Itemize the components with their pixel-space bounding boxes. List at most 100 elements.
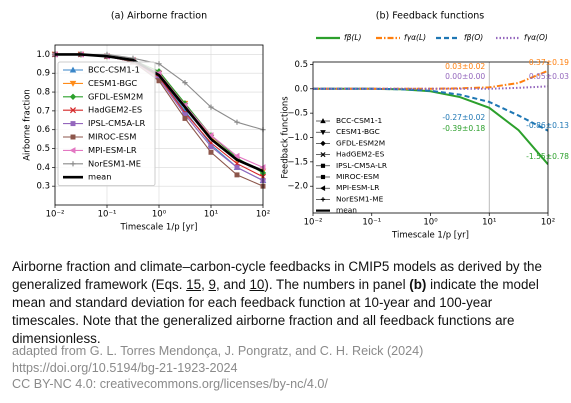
marker — [320, 185, 326, 191]
legend-label: BCC-CSM1-1 — [336, 116, 383, 125]
data-point — [208, 144, 214, 150]
x-tick-label: 10¹ — [482, 218, 496, 228]
legend-label: GFDL-ESM2M — [336, 138, 385, 147]
marker — [69, 80, 77, 87]
legend-box — [57, 61, 156, 187]
legend-label: HadGEM2-ES — [88, 105, 142, 115]
annotation: -0.86±0.13 — [526, 121, 569, 130]
x-axis-label: Timescale 1/p [yr] — [391, 231, 469, 241]
marker — [69, 66, 77, 73]
y-tick-label: 0.5 — [294, 60, 308, 70]
legend-label: mean — [88, 172, 112, 182]
y-tick-label: 0.5 — [36, 144, 50, 154]
y-tick-label: 0.8 — [36, 88, 50, 98]
x-tick-label: 10¹ — [204, 210, 218, 220]
data-point — [208, 104, 214, 110]
caption-text: indicate the model mean and standard dev… — [12, 277, 539, 346]
annotation: 0.05±0.03 — [529, 72, 569, 81]
equation-ref[interactable]: 9 — [208, 277, 216, 292]
data-point — [182, 115, 188, 121]
legend-label: IPSL-CM5A-LR — [88, 118, 146, 128]
y-tick-label: −2.0 — [287, 182, 308, 192]
caption-text: , and — [215, 277, 250, 292]
data-point — [156, 61, 162, 67]
panel-ref: (b) — [409, 277, 427, 292]
data-point — [208, 149, 214, 155]
marker — [69, 107, 77, 114]
equation-ref[interactable]: 15 — [186, 277, 202, 292]
legend-label: MPI-ESM-LR — [88, 145, 137, 155]
legend-label: MIROC-ESM — [88, 132, 136, 142]
figure: (a) Airborne fraction 0.3 0.4 0.5 0.6 0.7 0.8 0… — [23, 11, 570, 241]
legend-label: fγα(O) — [524, 33, 548, 42]
source: adapted from G. L. Torres Mendonça, J. P… — [12, 343, 423, 393]
equation-ref[interactable]: 10 — [249, 277, 265, 292]
source-line: CC BY-NC 4.0: creativecommons.org/licens… — [12, 377, 328, 391]
legend-label: CESM1-BGC — [336, 127, 380, 136]
marker — [320, 152, 326, 158]
marker — [70, 121, 76, 127]
plot-area — [313, 62, 548, 213]
x-tick-label: 10⁰ — [423, 218, 438, 228]
caption-text: ). The numbers in panel — [264, 277, 410, 292]
legend-label: MPI-ESM-LR — [336, 183, 379, 192]
x-tick-label: 10⁻² — [304, 218, 323, 228]
legend-label: fβ(L) — [344, 33, 362, 42]
y-tick-label: 1.0 — [36, 50, 50, 60]
y-axis-label: Airborne fraction — [23, 89, 33, 161]
data-point — [156, 78, 162, 84]
marker — [320, 118, 326, 124]
x-tick-label: 10² — [541, 218, 555, 228]
y-tick-label: 0.9 — [36, 69, 50, 79]
annotation: -0.39±0.18 — [442, 124, 485, 133]
marker — [320, 140, 326, 147]
legend-label: NorESM1-ME — [88, 158, 141, 168]
x-tick-label: 10⁻¹ — [362, 218, 381, 228]
x-tick-label: 10² — [256, 210, 270, 220]
legend-label: fβ(O) — [464, 33, 483, 42]
legend-label: HadGEM2-ES — [336, 150, 385, 159]
data-point — [234, 164, 240, 170]
caption: Airborne fraction and climate–carbon-cyc… — [12, 258, 560, 348]
data-point — [234, 172, 240, 178]
x-tick-label: 10⁻¹ — [98, 210, 117, 220]
marker — [69, 147, 76, 154]
data-point — [182, 80, 188, 86]
y-tick-label: −1.5 — [287, 157, 308, 167]
data-point — [233, 152, 240, 160]
marker — [69, 93, 77, 100]
annotation: 0.03±0.02 — [445, 62, 485, 71]
annotation: 0.00±0.00 — [445, 72, 485, 81]
caption-text: , — [201, 277, 209, 292]
data-point — [234, 119, 240, 125]
legend-label: fγα(L) — [404, 33, 426, 42]
y-tick-label: 0.3 — [36, 182, 50, 192]
marker — [70, 134, 76, 140]
caption-text: Airborne fraction and climate–carbon-cyc… — [12, 259, 542, 292]
y-tick-label: 0.0 — [294, 84, 308, 94]
annotation: -1.55±0.78 — [526, 152, 569, 161]
marker — [320, 163, 326, 168]
y-tick-label: 0.6 — [36, 125, 50, 135]
source-line: adapted from G. L. Torres Mendonça, J. P… — [12, 344, 424, 358]
source-line: https://doi.org/10.5194/bg-21-1923-2024 — [12, 360, 238, 375]
y-tick-label: 0.4 — [36, 163, 50, 173]
chart-title: (a) Airborne fraction — [111, 11, 207, 22]
legend-label: IPSL-CM5A-LR — [336, 161, 387, 170]
axes-frame — [54, 44, 264, 206]
legend-label: MIROC-ESM — [336, 172, 379, 181]
annotation: 0.37±0.19 — [529, 58, 569, 67]
y-tick-label: 0.7 — [36, 106, 50, 116]
annotation: -0.27±0.02 — [442, 113, 485, 122]
legend-label: BCC-CSM1-1 — [88, 65, 140, 75]
marker — [70, 161, 76, 167]
x-tick-label: 10⁰ — [152, 210, 167, 220]
legend-label: mean — [336, 206, 357, 215]
data-point — [207, 132, 214, 139]
legend-label: GFDL-ESM2M — [88, 91, 143, 101]
x-tick-label: 10⁻² — [46, 210, 65, 220]
y-tick-label: −0.5 — [287, 109, 308, 119]
marker — [320, 130, 326, 136]
axes-frame — [312, 61, 549, 214]
